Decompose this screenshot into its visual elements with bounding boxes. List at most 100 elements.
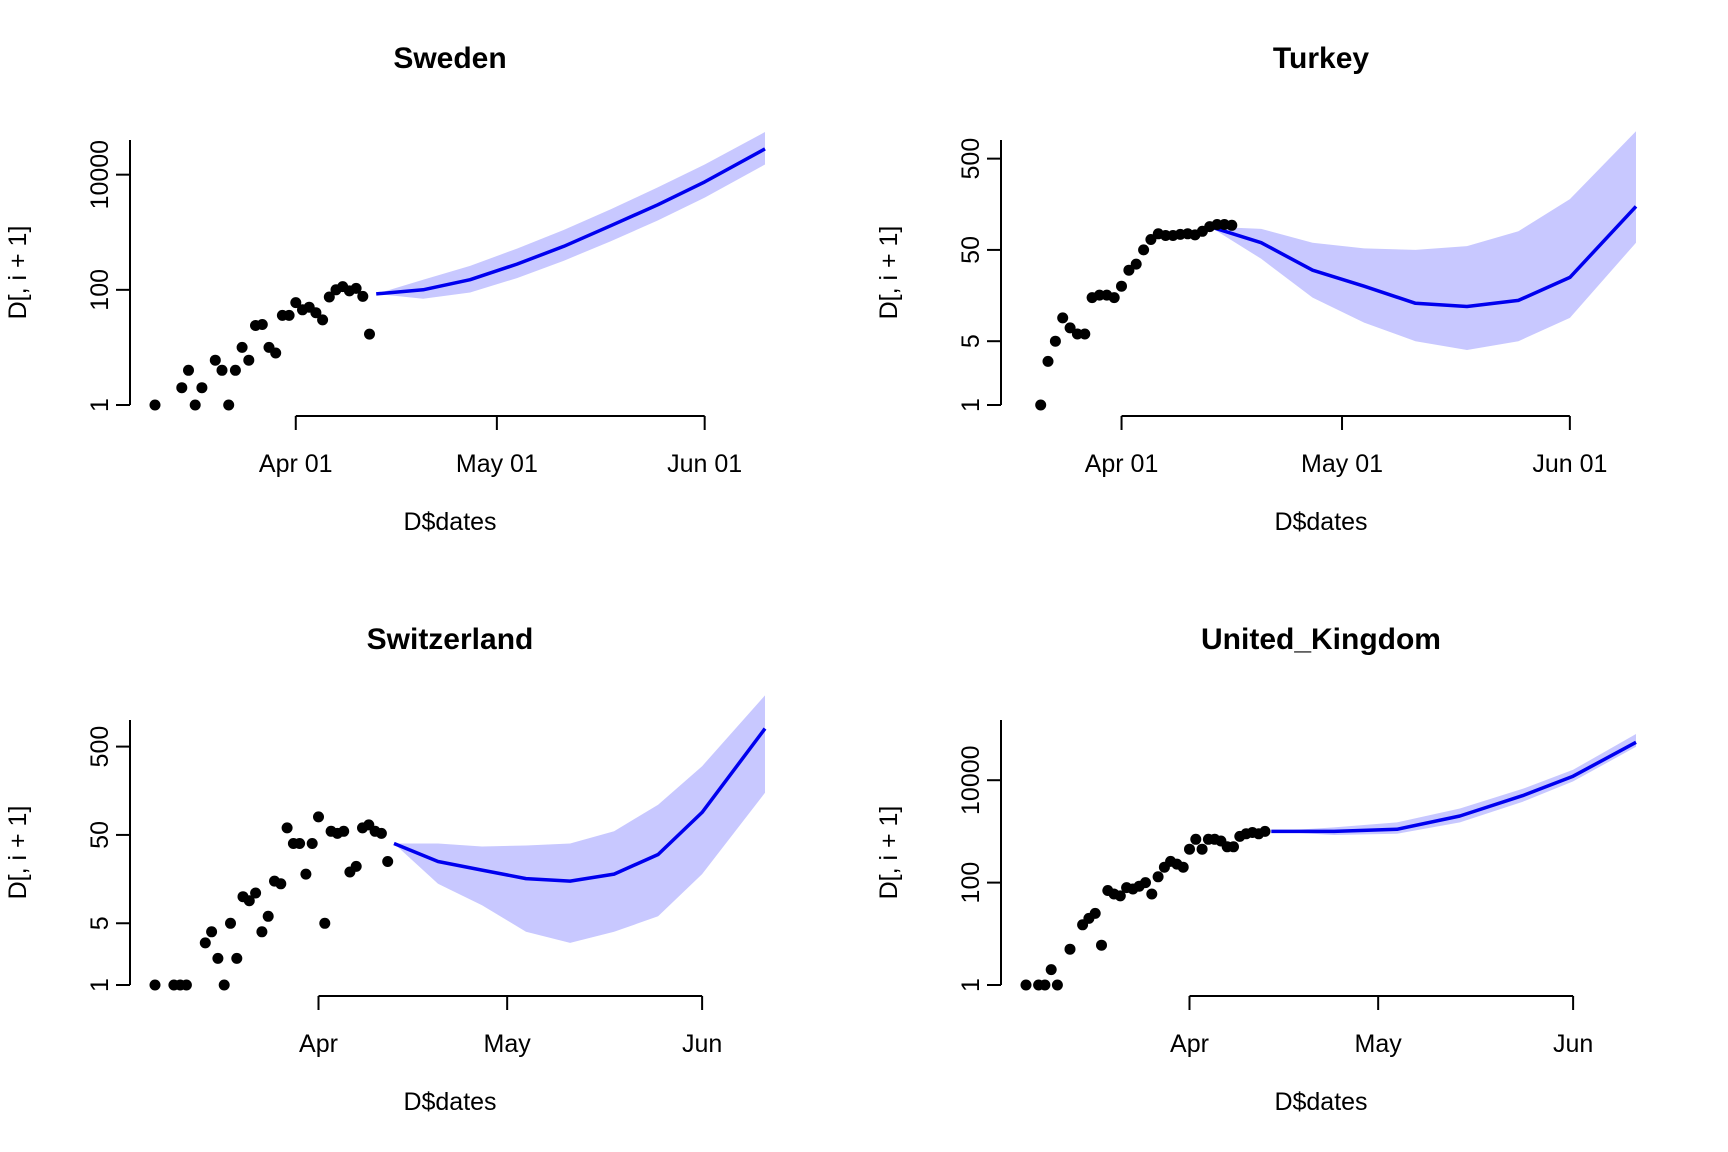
- observed-point: [229, 364, 241, 376]
- panel-0: 1 100 10000 Apr 01 May 01 Jun 01 Sweden D$dates…: [4, 42, 766, 536]
- observed-point: [231, 952, 243, 964]
- observed-point: [306, 838, 318, 849]
- observed-point: [1123, 264, 1135, 276]
- observed-point: [310, 307, 322, 319]
- forecast-line: [376, 147, 766, 296]
- observed-point: [1079, 328, 1091, 340]
- observed-point: [350, 860, 362, 872]
- observed-point: [256, 319, 268, 330]
- y-tick-label: 50: [86, 821, 114, 849]
- observed-point: [209, 354, 221, 366]
- x-tick-label: Apr 01: [1085, 450, 1159, 478]
- panel-title: Sweden: [393, 42, 506, 75]
- x-tick-label: Jun 01: [1532, 450, 1607, 478]
- observed-point: [290, 297, 302, 309]
- panel-1: 1 5 50 500 Apr 01 May 01 Jun 01 Turkey D$dates D[…: [875, 42, 1638, 536]
- y-axis-label: D[, i + 1]: [875, 226, 903, 320]
- observed-point: [375, 827, 387, 839]
- observed-point: [183, 364, 194, 376]
- x-tick-label: Jun 01: [667, 450, 742, 478]
- forecast-band: [394, 695, 765, 943]
- observed-point: [294, 838, 306, 849]
- observed-point: [1049, 335, 1061, 347]
- y-tick-label: 1: [957, 398, 985, 412]
- x-tick-label: Jun: [1553, 1030, 1593, 1058]
- panel-title: Turkey: [1273, 42, 1369, 75]
- forecast-band: [1209, 131, 1636, 350]
- observed-point: [1045, 964, 1057, 976]
- observed-point: [149, 399, 161, 411]
- observed-point: [176, 382, 188, 394]
- observed-point: [1146, 888, 1158, 900]
- forecast-band: [1271, 734, 1636, 835]
- observed-point: [313, 811, 324, 823]
- y-tick-label: 100: [957, 862, 985, 904]
- x-axis-label: D$dates: [403, 508, 496, 536]
- observed-point: [300, 868, 312, 880]
- observed-point: [1064, 943, 1076, 955]
- observed-point: [1108, 292, 1120, 304]
- observed-point: [243, 895, 255, 907]
- observed-point: [262, 910, 274, 922]
- forecast-band: [376, 132, 765, 299]
- forecast-line: [1209, 205, 1638, 309]
- y-axis-label: D[, i + 1]: [875, 806, 903, 900]
- observed-point: [1152, 871, 1164, 883]
- observed-point: [1259, 825, 1271, 837]
- observed-point: [275, 878, 287, 890]
- y-tick-label: 1: [86, 978, 114, 992]
- observed-point: [1138, 244, 1150, 256]
- observed-point: [338, 825, 350, 837]
- panel-2: 1 5 50 500 Apr May Jun Switzerland D$dates D[, i …: [4, 623, 767, 1116]
- observed-point: [1035, 399, 1047, 411]
- observed-point: [382, 856, 394, 867]
- observed-point: [216, 364, 228, 376]
- observed-point: [250, 887, 262, 899]
- x-axis-label: D$dates: [1274, 508, 1367, 536]
- y-tick-label: 500: [957, 138, 985, 180]
- observed-point: [283, 309, 295, 321]
- observed-point: [350, 282, 362, 294]
- y-tick-label: 10000: [957, 745, 985, 815]
- panel-title: Switzerland: [367, 623, 534, 656]
- y-axis-label: D[, i + 1]: [4, 806, 32, 900]
- observed-point: [212, 952, 224, 964]
- observed-point: [206, 926, 218, 938]
- observed-point: [319, 917, 331, 929]
- observed-point: [1116, 280, 1127, 292]
- observed-point: [218, 979, 230, 991]
- observed-point: [1130, 258, 1142, 270]
- observed-point: [317, 314, 329, 326]
- observed-point: [1140, 877, 1151, 889]
- y-tick-label: 100: [86, 269, 114, 311]
- observed-point: [323, 291, 335, 303]
- observed-point: [1096, 939, 1107, 951]
- observed-point: [1177, 861, 1189, 873]
- x-axis-label: D$dates: [1274, 1088, 1367, 1116]
- forecast-line: [393, 727, 767, 883]
- x-tick-label: Apr: [1170, 1030, 1209, 1058]
- observed-point: [364, 328, 375, 340]
- observed-point: [1039, 979, 1051, 991]
- observed-point: [1051, 979, 1063, 991]
- observed-point: [1057, 312, 1069, 324]
- x-tick-label: Apr: [299, 1030, 338, 1058]
- observed-point: [196, 382, 208, 394]
- panel-title: United_Kingdom: [1201, 623, 1441, 656]
- observed-point: [1089, 907, 1101, 919]
- observed-point: [357, 290, 369, 302]
- x-tick-label: May 01: [1301, 450, 1383, 478]
- observed-point: [1226, 219, 1238, 231]
- y-axis-label: D[, i + 1]: [4, 226, 32, 320]
- forecast-line: [1271, 740, 1637, 834]
- observed-point: [180, 979, 192, 991]
- observed-point: [281, 822, 293, 834]
- x-axis-label: D$dates: [403, 1088, 496, 1116]
- observed-point: [1114, 890, 1126, 902]
- observed-point: [189, 399, 201, 411]
- observed-point: [1020, 979, 1032, 991]
- x-tick-label: May: [484, 1030, 532, 1058]
- observed-point: [270, 347, 282, 359]
- x-tick-label: May 01: [456, 450, 538, 478]
